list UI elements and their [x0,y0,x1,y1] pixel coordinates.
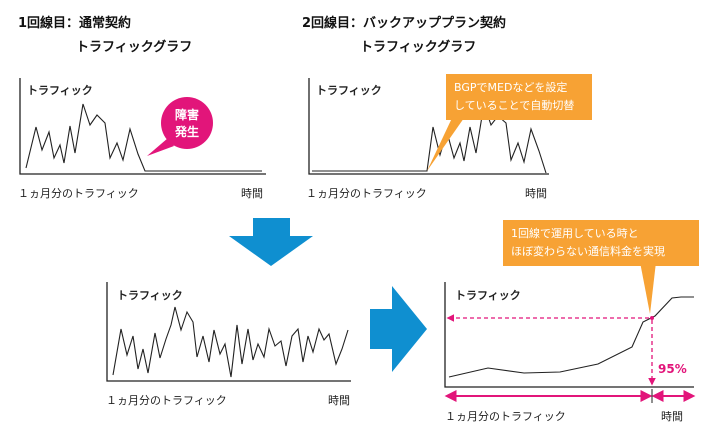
cost-callout-line-1: 1回線で運用している時と [511,227,639,240]
backup-line-chart [308,78,549,175]
auto-switch-callout: BGPでMEDなどを設定 していることで自動切替 [446,74,592,120]
backup-line-traffic [312,103,547,174]
sorted-y-label: トラフィック [455,289,521,302]
single-line-title-2: トラフィックグラフ [76,40,193,55]
single-line-chart [19,78,266,175]
fault-bubble [147,97,213,156]
backup-line-y-label: トラフィック [316,84,382,97]
combined-x-end-label: 時間 [328,394,350,407]
combined-x-label: １ヵ月分のトラフィック [106,394,227,407]
auto-switch-callout-line-1: BGPでMEDなどを設定 [454,81,568,94]
single-line-x-label: １ヵ月分のトラフィック [18,187,139,200]
backup-line-x-end-label: 時間 [525,187,547,200]
down-arrow [229,218,313,266]
percentile-point [650,316,654,320]
sorted-callout-pointer [640,262,656,314]
single-line-title-1: 1回線目：通常契約 [18,16,132,31]
sorted-traffic [448,296,694,378]
fault-label-1: 障害 [174,108,199,122]
combined-axes [106,282,351,382]
combined-chart [106,282,351,382]
sorted-x-end-label: 時間 [661,410,683,423]
sorted-x-label: １ヵ月分のトラフィック [445,410,566,423]
cost-callout-line-2: ほぼ変わらない通信料金を実現 [511,245,665,258]
right-arrow [370,286,427,372]
single-line-y-label: トラフィック [27,84,93,97]
sorted-axes [444,282,694,388]
single-line-axes [19,78,266,175]
single-line-traffic [25,103,262,172]
single-line-x-end-label: 時間 [241,187,263,200]
backup-callout-pointer [427,118,464,171]
fault-label-2: 発生 [174,125,199,139]
sorted-chart [444,262,696,403]
combined-y-label: トラフィック [117,289,183,302]
backup-line-title-1: 2回線目：バックアッププラン契約 [302,16,507,31]
backup-line-title-2: トラフィックグラフ [360,40,477,55]
combined-traffic [112,306,349,378]
backup-line-x-label: １ヵ月分のトラフィック [306,187,427,200]
percentile-label: 95% [658,362,687,376]
auto-switch-callout-line-2: していることで自動切替 [454,99,575,112]
cost-callout: 1回線で運用している時と ほぼ変わらない通信料金を実現 [503,220,699,266]
backup-line-axes [308,78,549,175]
